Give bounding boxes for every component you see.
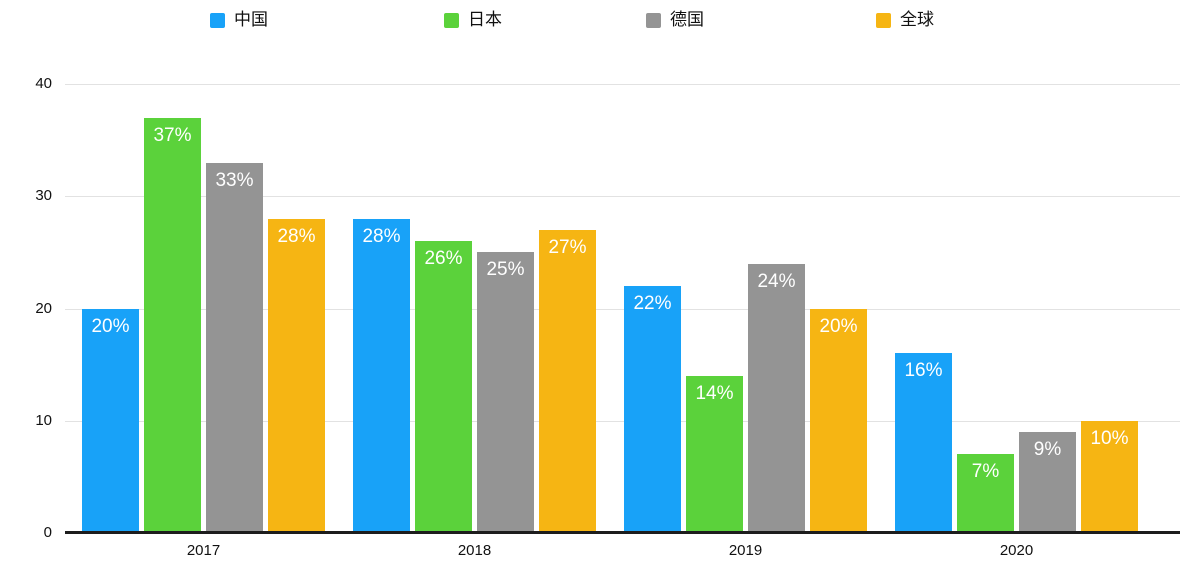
bar: 33% bbox=[206, 162, 263, 533]
bar-value-label: 28% bbox=[277, 225, 316, 247]
bar: 28% bbox=[353, 218, 410, 533]
gridline bbox=[65, 420, 1180, 422]
legend-item: 日本 bbox=[444, 11, 502, 29]
bar: 24% bbox=[748, 263, 805, 533]
legend-swatch-icon bbox=[210, 12, 225, 28]
legend-label: 德国 bbox=[670, 10, 704, 29]
bar-group: 22% 14% 24% 20% bbox=[624, 84, 867, 533]
plot-area: 20% 37% 33% 28% 28% 26% 25% 27% 22% 14% 24% 20% 16% 7… bbox=[65, 84, 1180, 534]
bar-group: 16% 7% 9% 10% bbox=[895, 84, 1138, 533]
x-axis-label: 2019 bbox=[728, 542, 763, 559]
bar: 20% bbox=[82, 308, 139, 533]
bar-value-label: 27% bbox=[548, 236, 587, 258]
legend-swatch-icon bbox=[876, 12, 891, 28]
bar-value-label: 20% bbox=[91, 315, 130, 337]
bar-value-label: 33% bbox=[215, 169, 254, 191]
bar-value-label: 10% bbox=[1090, 427, 1129, 449]
bar: 10% bbox=[1081, 420, 1138, 533]
bar-group: 28% 26% 25% 27% bbox=[353, 84, 596, 533]
bar: 37% bbox=[144, 117, 201, 533]
legend-label: 日本 bbox=[468, 10, 502, 29]
bar: 26% bbox=[415, 241, 472, 533]
gridline bbox=[65, 84, 1180, 85]
bar-value-label: 16% bbox=[904, 360, 943, 382]
x-axis-line bbox=[65, 531, 1180, 534]
bar-value-label: 20% bbox=[819, 315, 858, 337]
bar-value-label: 25% bbox=[486, 259, 525, 281]
bar: 22% bbox=[624, 286, 681, 533]
legend-item: 中国 bbox=[210, 11, 268, 29]
gridline bbox=[65, 196, 1180, 198]
bar-value-label: 28% bbox=[362, 225, 401, 247]
bar: 7% bbox=[957, 454, 1014, 533]
bar-value-label: 37% bbox=[153, 124, 192, 146]
bar: 25% bbox=[477, 252, 534, 533]
x-axis-label: 2020 bbox=[999, 542, 1034, 559]
bar-value-label: 14% bbox=[695, 382, 734, 404]
legend-label: 中国 bbox=[234, 10, 268, 29]
y-axis-tick-label: 10 bbox=[35, 411, 52, 429]
y-axis-tick-label: 40 bbox=[35, 75, 52, 92]
y-axis-tick-label: 20 bbox=[35, 299, 52, 317]
bar-value-label: 7% bbox=[971, 461, 1000, 483]
bar-value-label: 22% bbox=[633, 293, 672, 315]
bar: 16% bbox=[895, 353, 952, 533]
bar-value-label: 26% bbox=[424, 248, 463, 270]
bar: 28% bbox=[268, 218, 325, 533]
x-axis-label: 2017 bbox=[186, 542, 221, 559]
bar-value-label: 9% bbox=[1033, 438, 1062, 460]
bar: 27% bbox=[539, 229, 596, 533]
legend-item: 全球 bbox=[876, 11, 934, 29]
legend-label: 全球 bbox=[900, 10, 934, 29]
legend-swatch-icon bbox=[646, 12, 661, 28]
gridline bbox=[65, 308, 1180, 310]
legend-swatch-icon bbox=[444, 12, 459, 28]
y-axis-tick-label: 30 bbox=[35, 187, 52, 205]
x-axis-label: 2018 bbox=[457, 542, 492, 559]
bar: 20% bbox=[810, 308, 867, 533]
bar-group: 20% 37% 33% 28% bbox=[82, 84, 325, 533]
legend-item: 德国 bbox=[646, 11, 704, 29]
bar-value-label: 24% bbox=[757, 270, 796, 292]
bar: 9% bbox=[1019, 431, 1076, 533]
bar: 14% bbox=[686, 375, 743, 533]
y-axis-tick-label: 0 bbox=[43, 524, 52, 541]
